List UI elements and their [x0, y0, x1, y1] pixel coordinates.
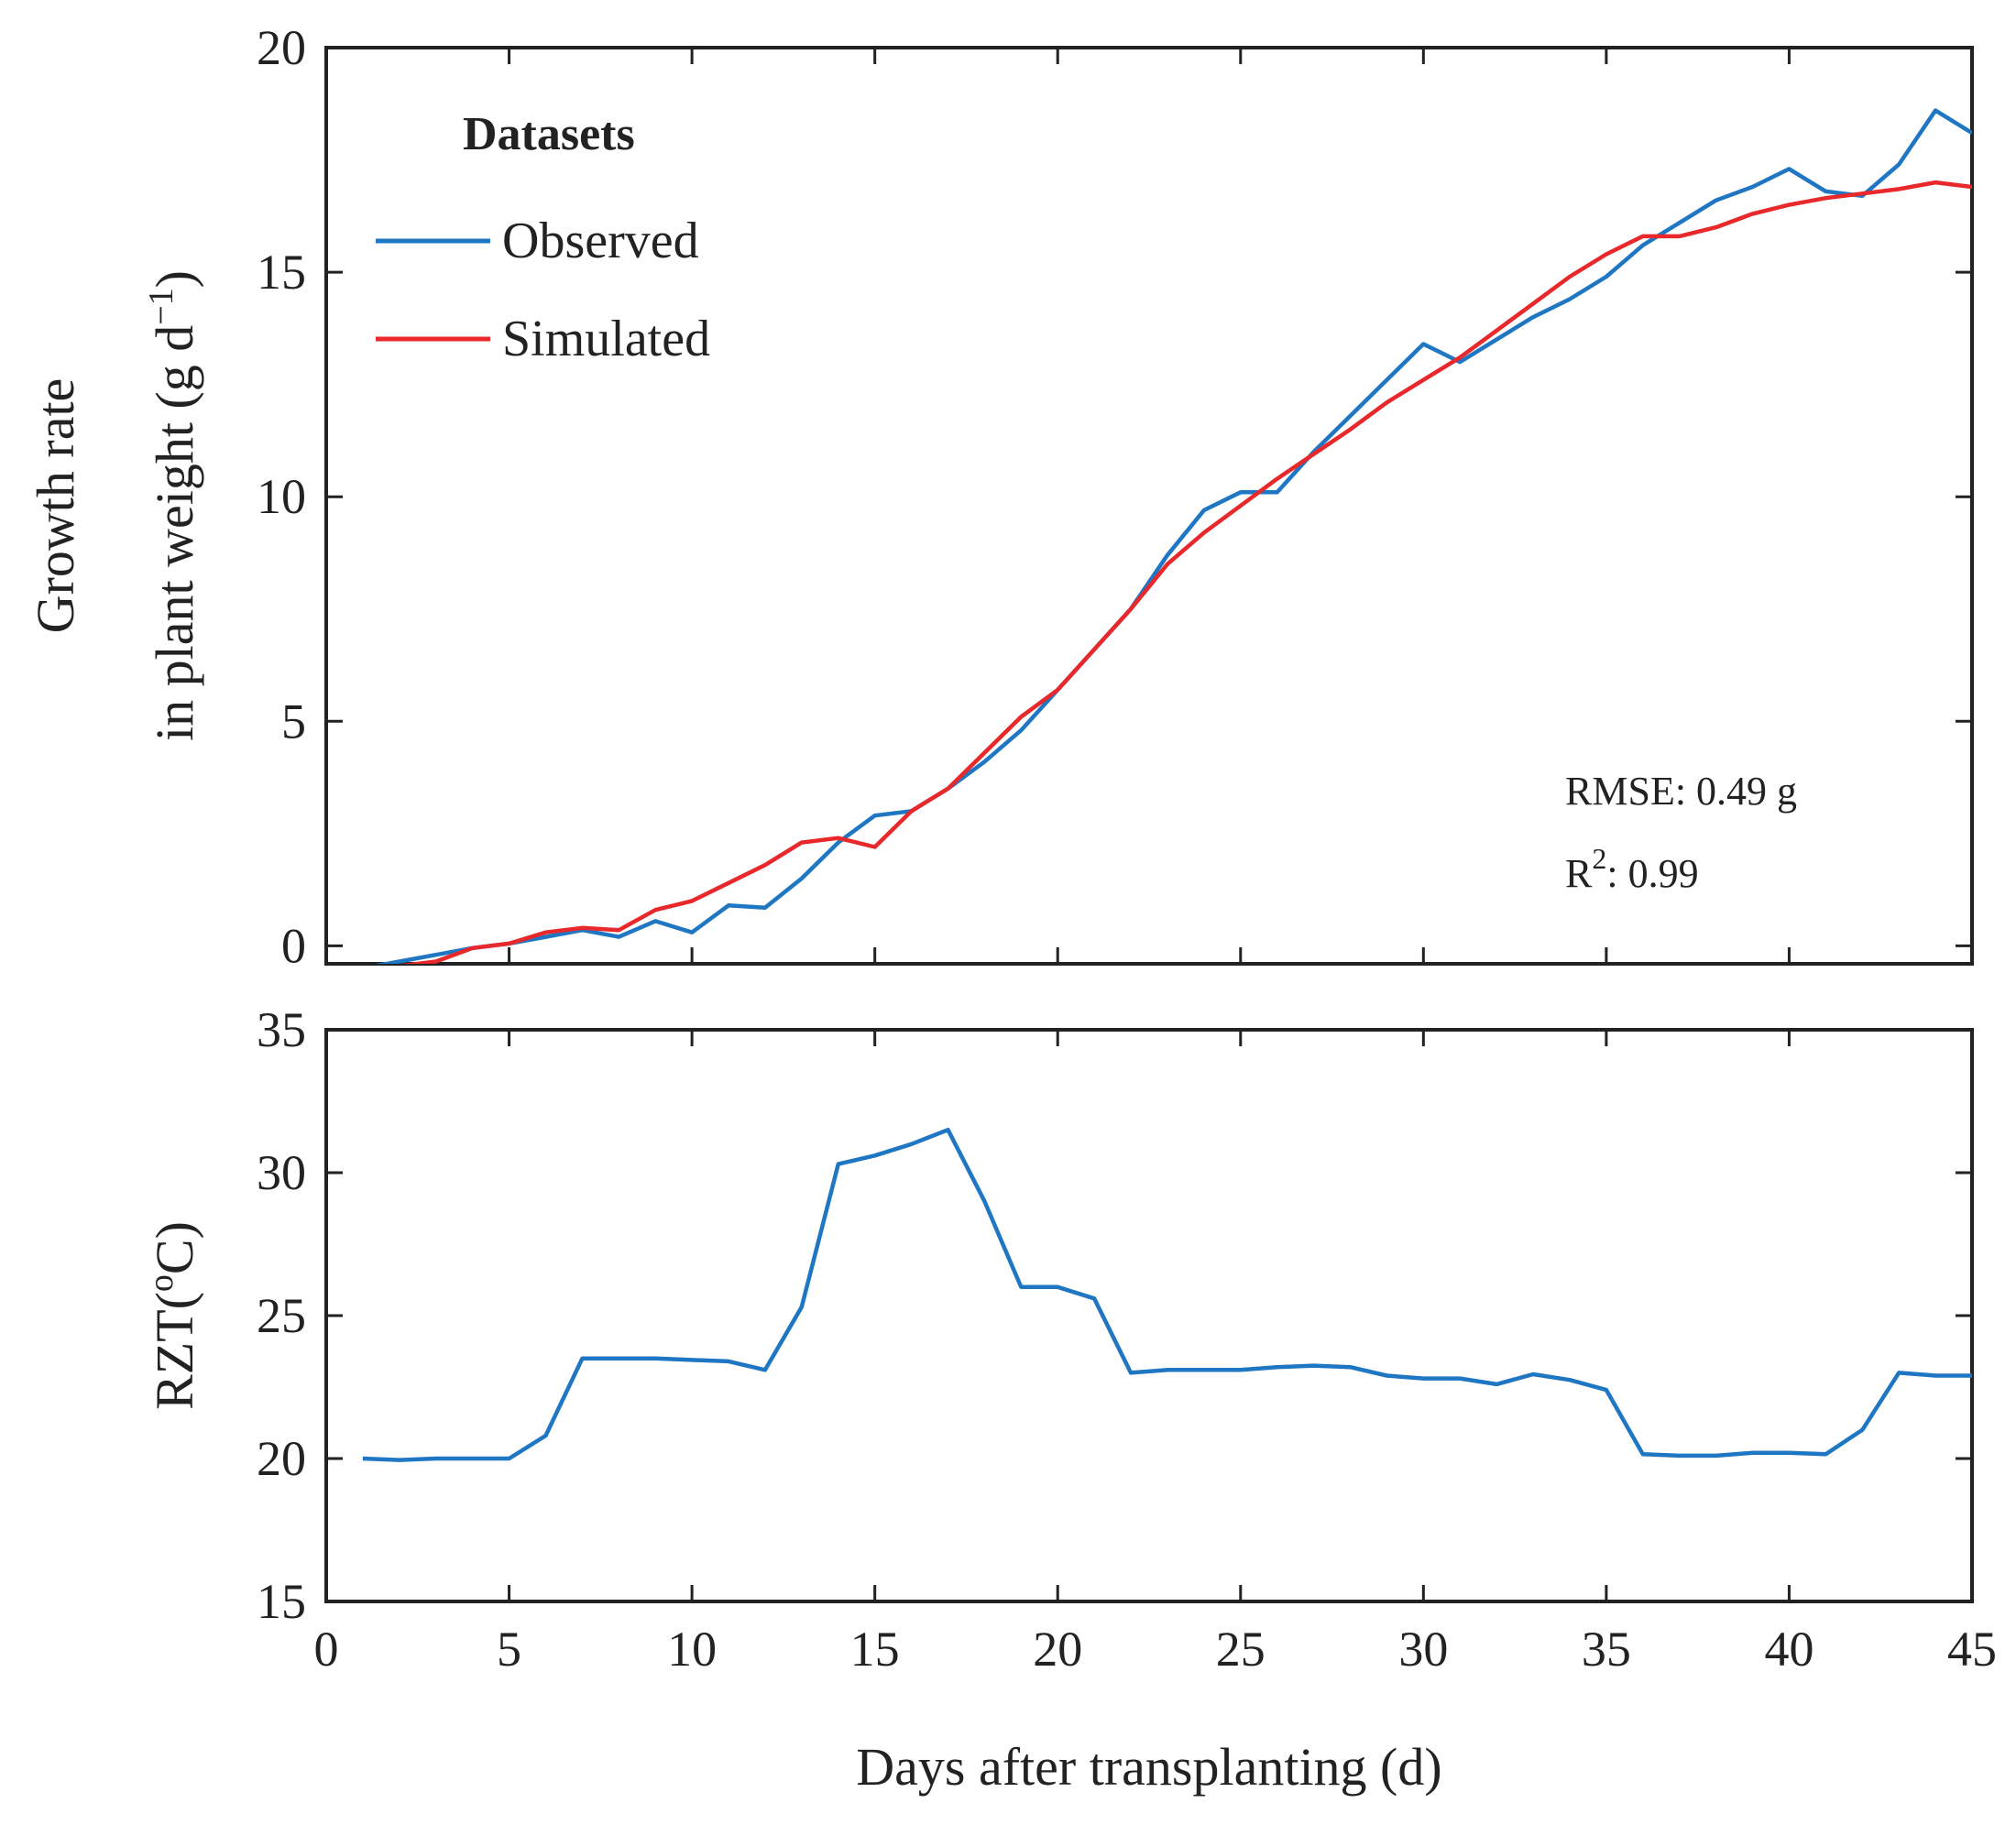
x-tick-label: 40 [1764, 1622, 1813, 1677]
x-tick-label: 0 [314, 1622, 339, 1677]
rzt-y-label: RZT(oC) [142, 1221, 204, 1410]
x-tick-label: 15 [850, 1622, 900, 1677]
rzt-y-tick-label: 35 [257, 1002, 306, 1057]
x-axis-label: Days after transplanting (d) [856, 1737, 1441, 1797]
growth-rate-y-label-line2: in plant weight (g d−1) [142, 270, 204, 741]
growth-rate-y-tick-label: 15 [257, 245, 306, 300]
legend-title: Datasets [463, 108, 635, 160]
x-tick-label: 45 [1947, 1622, 1997, 1677]
rzt-y-ticks: 15 20 25 30 35 [257, 1002, 1972, 1629]
rmse-annotation: RMSE: 0.49 g [1565, 769, 1797, 814]
legend-observed-label: Observed [502, 213, 699, 269]
r2-prefix: R [1565, 851, 1593, 896]
r2-sup: 2 [1592, 842, 1606, 875]
growth-rate-y-label-sup: −1 [142, 288, 181, 324]
growth-rate-y-tick-label: 20 [257, 20, 306, 75]
growth-rate-y-tick-label: 5 [281, 694, 306, 749]
growth-rate-series [375, 108, 1972, 964]
growth-rate-x-ticks [324, 48, 1974, 964]
growth-rate-y-label-end: ) [145, 270, 204, 288]
rzt-y-tick-label: 30 [257, 1145, 306, 1200]
rzt-series [362, 1127, 1972, 1462]
x-tick-label: 35 [1582, 1622, 1631, 1677]
growth-rate-y-ticks: 0 5 10 15 20 [257, 20, 1972, 973]
rzt-y-tick-label: 20 [257, 1431, 306, 1486]
growth-rate-y-tick-label: 10 [257, 469, 306, 524]
legend: Datasets Observed Simulated [376, 108, 710, 367]
rzt-plot-area [324, 1028, 1974, 1603]
rzt-y-tick-label: 25 [257, 1288, 306, 1343]
x-tick-label: 25 [1216, 1622, 1265, 1677]
growth-rate-plot-area [324, 46, 1974, 966]
growth-rate-y-tick-label: 0 [281, 918, 306, 973]
rzt-y-label-main: RZT( [145, 1292, 204, 1410]
x-tick-label: 10 [667, 1622, 717, 1677]
growth-rate-series-observed [375, 108, 1972, 964]
growth-rate-panel: 0 5 10 15 20 Growth rate in plant weight (g … [26, 20, 1974, 973]
rzt-panel: 15 20 25 30 35 0 5 10 15 20 25 30 35 40 45 RZT(oC) Da… [142, 1002, 1997, 1797]
rzt-x-ticks: 0 5 10 15 20 25 30 35 40 45 [314, 1030, 1997, 1677]
growth-rate-y-label-line1: Growth rate [26, 378, 85, 634]
growth-rate-y-label-main: in plant weight (g d [145, 325, 204, 741]
growth-rate-series-simulated [400, 180, 1972, 964]
x-tick-label: 30 [1398, 1622, 1448, 1677]
rzt-y-tick-label: 15 [257, 1574, 306, 1629]
x-tick-label: 20 [1033, 1622, 1082, 1677]
x-tick-label: 5 [497, 1622, 521, 1677]
r2-value: : 0.99 [1606, 851, 1698, 896]
r2-annotation: R2: 0.99 [1565, 842, 1699, 896]
rzt-y-label-sup: o [142, 1274, 181, 1292]
rzt-y-label-end: C) [145, 1221, 204, 1274]
rzt-series-rzt [362, 1127, 1972, 1462]
legend-simulated-label: Simulated [502, 311, 710, 367]
